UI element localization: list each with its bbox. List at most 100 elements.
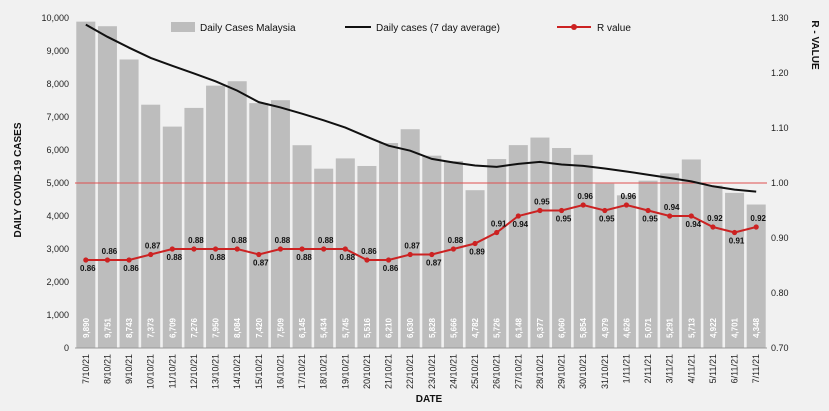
y-tick-label: 10,000	[41, 13, 69, 23]
r-value-label: 0.91	[729, 237, 745, 246]
r-value-label: 0.88	[318, 236, 334, 245]
r-value-label: 0.94	[513, 220, 529, 229]
bar-value-label: 6,148	[514, 317, 523, 338]
bar	[162, 126, 182, 348]
r-value-point	[277, 246, 284, 252]
bar	[616, 195, 636, 348]
x-tick-label: 23/10/21	[427, 354, 437, 389]
r-value-point	[537, 207, 543, 214]
r-value-label: 0.89	[469, 248, 485, 257]
y-tick-label: 4,000	[46, 211, 69, 221]
x-tick-label: 19/10/21	[340, 354, 350, 389]
y2-tick-label: 0.90	[771, 233, 789, 243]
bar	[681, 159, 701, 348]
bar	[552, 148, 572, 348]
bar-value-label: 6,210	[385, 317, 394, 338]
bar-value-label: 6,709	[168, 317, 177, 338]
r-value-point	[256, 251, 262, 258]
r-value-label: 0.96	[621, 192, 637, 201]
r-value-point	[321, 246, 327, 252]
r-value-point	[212, 246, 219, 252]
bar	[335, 158, 355, 348]
legend-label-average: Daily cases (7 day average)	[376, 23, 500, 34]
bar	[465, 190, 485, 348]
r-value-label: 0.95	[556, 215, 572, 224]
y-tick-label: 7,000	[46, 112, 69, 122]
bar	[206, 85, 226, 349]
y-tick-label: 3,000	[46, 244, 69, 254]
r-value-label: 0.95	[599, 215, 615, 224]
y-tick-label: 1,000	[46, 310, 69, 320]
x-tick-label: 21/10/21	[384, 354, 394, 389]
bar	[703, 185, 723, 348]
x-tick-label: 4/11/21	[686, 354, 696, 383]
r-value-label: 0.88	[340, 253, 356, 262]
x-tick-label: 30/10/21	[578, 354, 588, 389]
r-value-point	[342, 246, 348, 252]
bar	[660, 173, 680, 348]
bar-value-label: 5,071	[644, 317, 653, 338]
x-tick-label: 22/10/21	[405, 354, 415, 389]
bar-value-label: 4,922	[709, 317, 718, 338]
r-value-label: 0.86	[80, 264, 96, 273]
r-value-point	[645, 207, 651, 214]
bar	[443, 161, 463, 348]
y-tick-label: 8,000	[46, 79, 69, 89]
r-value-point	[710, 224, 716, 230]
r-value-point	[126, 257, 132, 263]
r-value-label: 0.92	[707, 214, 723, 223]
x-tick-label: 31/10/21	[600, 354, 610, 389]
x-tick-label: 7/10/21	[81, 354, 91, 384]
legend-label-r: R value	[597, 23, 631, 34]
r-value-point	[83, 257, 89, 263]
x-tick-label: 20/10/21	[362, 354, 372, 389]
y-tick-label: 9,000	[46, 46, 69, 56]
r-value-point	[407, 251, 413, 258]
r-value-point	[623, 202, 630, 208]
y2-tick-label: 0.70	[771, 343, 789, 353]
bar-value-label: 7,950	[212, 317, 221, 338]
r-value-label: 0.88	[296, 253, 312, 262]
x-tick-label: 12/10/21	[189, 354, 199, 389]
bar-value-label: 6,377	[536, 317, 545, 338]
r-value-line	[85, 203, 757, 261]
r-value-point	[753, 224, 759, 230]
r-value-label: 0.88	[167, 253, 183, 262]
bar-value-label: 4,701	[731, 317, 740, 338]
y-tick-label: 2,000	[46, 277, 69, 287]
x-tick-label: 14/10/21	[232, 354, 242, 389]
bar	[141, 104, 161, 348]
r-value-point	[667, 213, 673, 219]
y2-tick-label: 1.10	[771, 123, 789, 133]
y2-tick-label: 1.20	[771, 68, 789, 78]
bar-value-label: 4,626	[622, 317, 631, 338]
bar	[76, 21, 96, 348]
r-value-label: 0.86	[102, 247, 118, 256]
x-tick-label: 28/10/21	[535, 354, 545, 389]
r-value-label: 0.86	[361, 247, 377, 256]
x-tick-label: 10/10/21	[146, 354, 156, 389]
y-axis-title: DAILY COVID-19 CASES	[13, 122, 24, 237]
r-value-point	[385, 257, 392, 263]
r-value-label: 0.95	[642, 215, 658, 224]
r-value-point	[688, 213, 694, 219]
r-value-label: 0.96	[577, 192, 593, 201]
r-value-point	[191, 246, 197, 252]
r-value-label: 0.88	[448, 236, 464, 245]
r-value-label: 0.92	[750, 214, 766, 223]
r-value-label: 0.86	[383, 264, 399, 273]
r-value-point	[450, 246, 457, 252]
legend-swatch-bars	[171, 22, 195, 32]
x-tick-label: 29/10/21	[557, 354, 567, 389]
r-value-label: 0.91	[491, 220, 507, 229]
bar-value-label: 5,828	[428, 317, 437, 338]
bar	[314, 168, 334, 348]
r-value-label: 0.88	[275, 236, 291, 245]
bar-value-label: 5,434	[320, 317, 329, 338]
y-tick-label: 0	[64, 343, 69, 353]
r-value-point	[104, 257, 111, 263]
bar-value-label: 7,276	[190, 317, 199, 338]
r-value-point	[364, 257, 370, 263]
r-value-point	[169, 246, 175, 252]
